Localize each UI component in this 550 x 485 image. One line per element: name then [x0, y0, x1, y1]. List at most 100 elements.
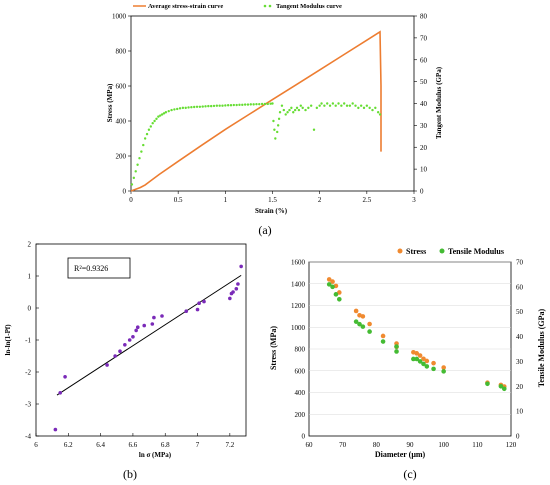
- modulus-point: [328, 104, 332, 107]
- modulus-point: [145, 132, 149, 136]
- modulus-point: [424, 364, 430, 369]
- legend-stress-label: Stress: [406, 247, 426, 256]
- modulus-point: [212, 104, 216, 108]
- weibull-point: [152, 315, 156, 320]
- modulus-point: [362, 106, 366, 110]
- modulus-point: [187, 106, 190, 109]
- modulus-point: [276, 124, 280, 127]
- y-tick-label: 200: [116, 153, 127, 161]
- modulus-point: [431, 366, 436, 372]
- modulus-point: [241, 103, 244, 107]
- modulus-point: [238, 103, 241, 107]
- weibull-point: [160, 314, 164, 318]
- modulus-point: [249, 103, 253, 106]
- modulus-point: [258, 102, 261, 106]
- y2-tick-label: 40: [516, 333, 524, 341]
- stress-point: [414, 351, 420, 356]
- y2-tick-label: 40: [420, 100, 428, 108]
- modulus-point: [278, 111, 282, 114]
- y-tick-label: 1600: [291, 259, 306, 267]
- legend-modulus-marker: [263, 4, 267, 8]
- modulus-point: [282, 108, 286, 112]
- modulus-point: [307, 106, 310, 110]
- y2-tick-label: 30: [420, 122, 428, 130]
- x-tick-label: 70: [339, 441, 347, 449]
- chart-c-y2label: Tensile Modulus (GPa): [537, 308, 546, 387]
- modulus-point: [157, 115, 160, 118]
- y-tick-label: -1: [25, 337, 31, 345]
- modulus-point: [190, 106, 193, 109]
- modulus-point: [159, 114, 162, 117]
- legend-stress-label: Average stress-strain curve: [148, 3, 223, 10]
- stress-point: [417, 353, 423, 358]
- modulus-point: [140, 150, 143, 153]
- chart-a-legend: Average stress-strain curve Tangent Modu…: [133, 3, 342, 10]
- modulus-point: [132, 176, 136, 180]
- stress-point: [441, 365, 446, 370]
- modulus-point: [164, 111, 168, 114]
- modulus-point: [147, 128, 151, 131]
- modulus-point: [353, 319, 359, 324]
- x-tick-label: 7.2: [225, 441, 234, 449]
- y-tick-label: 600: [116, 83, 127, 91]
- modulus-point: [263, 102, 267, 106]
- y2-tick-label: 50: [420, 78, 428, 86]
- stress-point: [424, 358, 430, 364]
- stress-point: [326, 277, 332, 282]
- modulus-point: [365, 104, 369, 107]
- stress-point: [380, 333, 386, 339]
- modulus-point: [173, 108, 176, 111]
- r-squared-label: R²=0.9326: [74, 264, 108, 273]
- weibull-point: [234, 287, 239, 291]
- modulus-point: [226, 104, 230, 107]
- weibull-point: [184, 309, 189, 314]
- modulus-point: [162, 112, 166, 115]
- y-tick-label: 2: [28, 241, 32, 249]
- y-tick-label: 1000: [112, 13, 127, 21]
- y-tick-label: 0: [302, 433, 306, 441]
- modulus-point: [394, 344, 399, 349]
- modulus-point: [309, 104, 313, 107]
- stress-point: [337, 290, 342, 295]
- x-tick-label: 80: [373, 441, 381, 449]
- weibull-point: [197, 301, 201, 306]
- panel-a-label: (a): [258, 223, 271, 237]
- modulus-point: [151, 121, 154, 125]
- modulus-point: [143, 137, 147, 140]
- weibull-point: [142, 323, 147, 328]
- modulus-point: [181, 106, 185, 110]
- weibull-point: [63, 375, 67, 379]
- y2-tick-label: 10: [516, 408, 524, 416]
- modulus-point: [288, 108, 291, 112]
- modulus-point: [297, 108, 301, 112]
- modulus-point: [326, 282, 332, 287]
- chart-a-y2label: Tangent Modulus (GPa): [435, 66, 443, 139]
- y-tick-label: -2: [25, 369, 31, 377]
- weibull-point: [195, 307, 200, 312]
- modulus-point: [417, 359, 423, 364]
- chart-a-xlabel: Strain (%): [255, 207, 288, 215]
- modulus-point: [315, 106, 319, 110]
- x-tick-label: 6: [34, 441, 38, 449]
- weibull-point: [202, 299, 206, 304]
- y-tick-label: 800: [116, 48, 127, 56]
- legend-modulus-label: Tensile Modulus: [448, 247, 504, 256]
- modulus-point: [411, 356, 416, 362]
- modulus-point: [312, 128, 316, 131]
- modulus-point: [357, 321, 362, 327]
- series-stress-line: [130, 30, 382, 192]
- weibull-point: [150, 322, 155, 326]
- modulus-point: [286, 111, 289, 114]
- x-tick-label: 110: [472, 441, 483, 449]
- modulus-point: [374, 106, 377, 110]
- modulus-point: [345, 104, 349, 107]
- weibull-point: [228, 296, 232, 301]
- y2-tick-label: 70: [420, 34, 428, 42]
- modulus-point: [368, 106, 371, 110]
- x-tick-label: 60: [306, 441, 314, 449]
- y2-tick-label: 20: [420, 144, 428, 152]
- modulus-point: [301, 106, 304, 110]
- modulus-point: [330, 284, 335, 290]
- modulus-point: [501, 386, 507, 392]
- modulus-point: [337, 102, 340, 105]
